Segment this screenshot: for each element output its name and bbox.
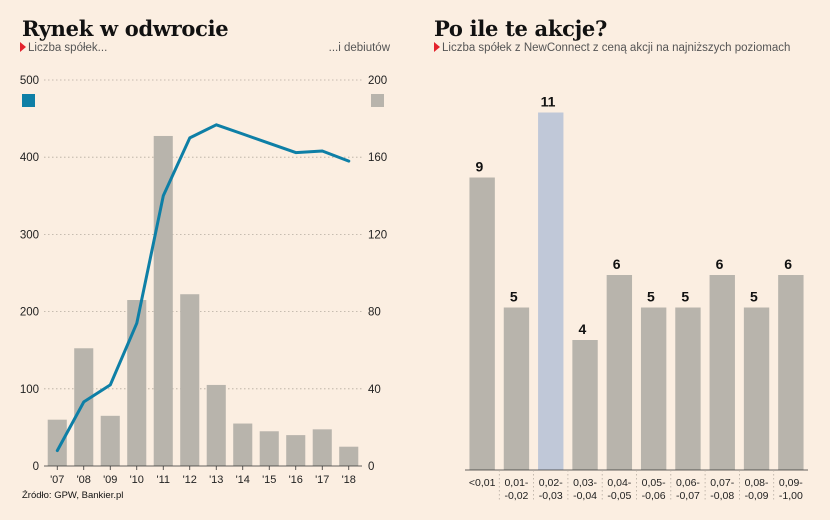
bar — [572, 340, 598, 470]
left-axis-tick-label: 200 — [20, 307, 39, 319]
x-axis-tick-label: 0,02--0,03 — [539, 477, 563, 502]
bar — [100, 415, 120, 466]
right-subtitle-text: Liczba spółek z NewConnect z ceną akcji … — [442, 42, 791, 54]
right-chart-title: Po ile te akcje? — [434, 16, 607, 41]
x-axis-tick-label-line: 0,06- — [676, 477, 700, 489]
source-note: Źródło: GPW, Bankier.pl — [22, 490, 124, 501]
bar — [503, 307, 530, 470]
x-axis-tick-label: '18 — [342, 474, 356, 486]
x-axis-tick-label: '15 — [262, 474, 276, 486]
bar-data-label: 6 — [613, 256, 621, 272]
left-axis-tick-label: 300 — [20, 229, 39, 241]
x-axis-tick-label-line: <0,01 — [469, 477, 496, 489]
x-axis-tick-label-line: 0,02- — [539, 477, 563, 489]
x-axis-tick-label: '14 — [236, 474, 250, 486]
right-axis-tick-label: 160 — [368, 152, 387, 164]
bar — [127, 300, 147, 466]
right-chart-subtitle: Liczba spółek z NewConnect z ceną akcji … — [434, 42, 790, 54]
x-axis-tick-label-line: 0,09- — [779, 477, 803, 489]
bar — [469, 177, 495, 470]
bar — [606, 275, 633, 470]
left-axis-tick-label: 100 — [20, 384, 39, 396]
x-axis-tick-label-line: 0,07- — [710, 477, 734, 489]
right-axis-tick-label: 80 — [368, 307, 381, 319]
bar — [778, 275, 804, 470]
bar — [339, 446, 359, 466]
x-axis-tick-label: '10 — [130, 474, 144, 486]
bar-data-label: 6 — [716, 256, 724, 272]
line-legend-swatch — [22, 94, 35, 107]
x-axis-tick-label: 0,09--1,00 — [779, 477, 803, 502]
x-axis-tick-label-line: -0,06 — [642, 490, 666, 502]
x-axis-tick-label-line: -0,07 — [676, 490, 700, 502]
bar — [206, 384, 226, 466]
x-axis-tick-label: '11 — [156, 474, 170, 486]
x-axis-tick-label: '13 — [209, 474, 223, 486]
left-axis-tick-label: 0 — [33, 461, 39, 473]
bar — [180, 294, 200, 466]
x-axis-tick-label-line: -0,02 — [504, 490, 528, 502]
bar — [743, 307, 770, 470]
bar-data-label: 5 — [510, 289, 518, 305]
bar — [259, 431, 279, 466]
x-axis-tick-label-line: 0,08- — [745, 477, 769, 489]
bar — [233, 423, 253, 466]
right-axis-tick-label: 200 — [368, 75, 387, 87]
bar-data-label: 4 — [578, 321, 586, 337]
x-axis-tick-label: 0,07--0,08 — [710, 477, 734, 502]
x-axis-tick-label-line: -0,08 — [710, 490, 734, 502]
left-axis-tick-label: 500 — [20, 75, 39, 87]
x-axis-tick-label-line: 0,04- — [607, 477, 631, 489]
left-chart-title: Rynek w odwrocie — [22, 16, 229, 41]
bar-legend-swatch — [371, 94, 384, 107]
x-axis-tick-label-line: 0,05- — [642, 477, 666, 489]
x-axis-tick-label-line: -0,03 — [539, 490, 563, 502]
right-axis-tick-label: 40 — [368, 384, 381, 396]
x-axis-tick-label-line: 0,01- — [504, 477, 528, 489]
x-axis-tick-label: '17 — [315, 474, 329, 486]
x-axis-tick-label: '16 — [289, 474, 303, 486]
right-axis-subtitle: ...i debiutów — [328, 42, 390, 54]
x-axis-tick-label: 0,08--0,09 — [745, 477, 769, 502]
bar-data-label: 5 — [750, 289, 758, 305]
bar-data-label: 11 — [541, 94, 556, 110]
bar — [709, 275, 735, 470]
bar-data-label: 9 — [476, 159, 484, 175]
bar — [312, 429, 332, 466]
bar — [675, 307, 701, 470]
left-chart: 0 100 200 300 400 500 0 40 80 120 160 200 '07 '08 '09 '… — [20, 75, 387, 486]
x-axis-tick-label: 0,06--0,07 — [676, 477, 700, 502]
x-axis-tick-label: '12 — [183, 474, 197, 486]
bar-data-label: 6 — [784, 256, 792, 272]
bar-data-label: 5 — [647, 289, 655, 305]
x-axis-tick-label: 0,01--0,02 — [504, 477, 528, 502]
x-axis-tick-label: '09 — [103, 474, 117, 486]
bar — [538, 112, 564, 470]
x-axis-tick-label-line: -0,09 — [745, 490, 769, 502]
right-axis-tick-label: 0 — [368, 461, 374, 473]
left-axis-tick-label: 400 — [20, 152, 39, 164]
red-triangle-icon — [20, 42, 26, 52]
bar — [74, 348, 94, 466]
x-axis-tick-label: '07 — [50, 474, 64, 486]
left-chart-subtitle: Liczba spółek... — [20, 42, 107, 54]
x-axis-tick-label-line: -0,04 — [573, 490, 597, 502]
x-axis-tick-label: 0,03--0,04 — [573, 477, 597, 502]
series-line — [55, 123, 351, 453]
x-axis-tick-label-line: -0,05 — [607, 490, 631, 502]
x-axis-tick-label: 0,05--0,06 — [642, 477, 666, 502]
red-triangle-icon — [434, 42, 440, 52]
bar-data-label: 5 — [681, 289, 689, 305]
x-axis-tick-label-line: -1,00 — [779, 490, 803, 502]
x-axis-tick-label: '08 — [77, 474, 91, 486]
bar — [640, 307, 667, 470]
right-axis-tick-label: 120 — [368, 229, 387, 241]
x-axis-tick-label: 0,04--0,05 — [607, 477, 631, 502]
left-subtitle-text: Liczba spółek... — [28, 42, 108, 54]
bar — [286, 435, 306, 466]
x-axis-tick-label-line: 0,03- — [573, 477, 597, 489]
bar — [47, 419, 67, 466]
x-axis-tick-label: <0,01 — [469, 477, 496, 489]
